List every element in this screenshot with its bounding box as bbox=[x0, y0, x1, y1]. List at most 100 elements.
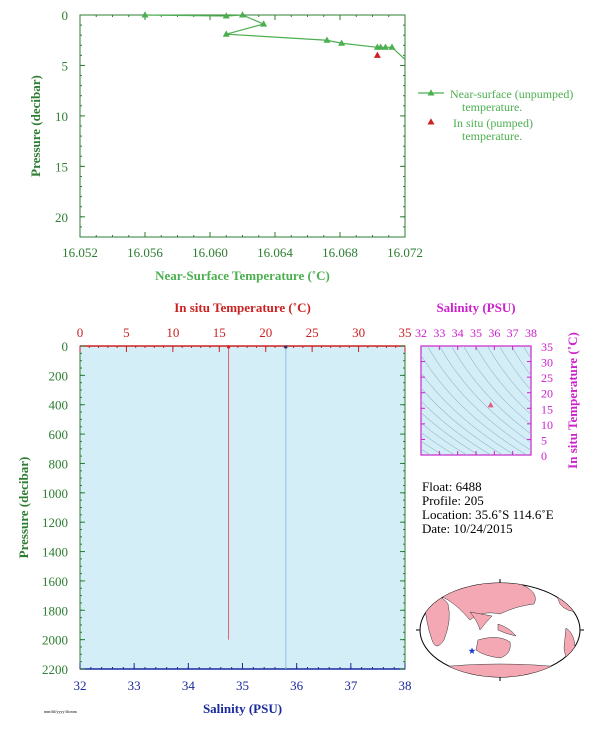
ts-temperature-tick-label: 15 bbox=[541, 402, 553, 416]
salinity-tick-label: 37 bbox=[344, 678, 358, 693]
float-location: Location: 35.6˚S 114.6˚E bbox=[422, 507, 554, 522]
salinity-tick-label: 32 bbox=[74, 678, 87, 693]
ts-temperature-tick-label: 10 bbox=[541, 418, 553, 432]
ts-temperature-tick-label: 5 bbox=[541, 433, 547, 447]
pressure-tick-label: 1600 bbox=[42, 574, 68, 589]
pressure-tick-label: 1000 bbox=[42, 486, 68, 501]
near-surface-temperature-point bbox=[377, 43, 385, 50]
density-contour bbox=[421, 387, 504, 455]
top-y-tick-label: 15 bbox=[55, 159, 68, 174]
pressure-tick-label: 400 bbox=[49, 398, 69, 413]
africa-landmass bbox=[423, 595, 450, 647]
near-surface-temperature-point bbox=[222, 12, 230, 19]
pressure-tick-label: 0 bbox=[62, 339, 69, 354]
ts-salinity-tick-label: 36 bbox=[488, 326, 500, 340]
salinity-tick-label: 35 bbox=[236, 678, 249, 693]
density-contour bbox=[421, 372, 516, 455]
legend-in-situ-label-2: temperature. bbox=[462, 129, 522, 143]
near-surface-temperature-point bbox=[260, 20, 268, 27]
top-y-axis-label: Pressure (decibar) bbox=[28, 75, 43, 177]
density-contour bbox=[451, 346, 531, 435]
density-contour bbox=[421, 400, 492, 455]
ts-salinity-tick-label: 32 bbox=[415, 326, 427, 340]
pressure-tick-label: 2000 bbox=[42, 633, 68, 648]
ts-point bbox=[487, 401, 494, 408]
near-surface-temperature-line bbox=[144, 14, 406, 60]
legend-near-surface-label: Near-surface (unpumped) bbox=[450, 87, 573, 101]
pressure-tick-label: 1800 bbox=[42, 603, 68, 618]
temperature-axis-label: In situ Temperature (˚C) bbox=[174, 300, 311, 315]
pressure-tick-label: 200 bbox=[49, 368, 69, 383]
float-info-panel: Float: 6488 Profile: 205 Location: 35.6˚… bbox=[422, 480, 554, 536]
density-contour bbox=[421, 354, 528, 455]
legend-near-surface-label-2: temperature. bbox=[462, 100, 522, 114]
top-x-tick-label: 16.060 bbox=[192, 245, 228, 260]
float-id: Float: 6488 bbox=[422, 479, 482, 494]
salinity-tick-label: 33 bbox=[128, 678, 141, 693]
top-y-tick-label: 20 bbox=[55, 210, 68, 225]
ts-salinity-tick-label: 33 bbox=[433, 326, 445, 340]
density-contour bbox=[439, 346, 531, 443]
near-surface-temperature-point bbox=[222, 30, 230, 37]
float-location-star bbox=[468, 647, 476, 654]
ts-salinity-tick-label: 38 bbox=[525, 326, 537, 340]
temperature-tick-label: 15 bbox=[213, 325, 226, 340]
temperature-surface-point bbox=[226, 345, 231, 349]
legend-in-situ-marker bbox=[427, 118, 435, 125]
footer-small-text: mm/dd/yyyy hh:mm bbox=[44, 709, 78, 714]
top-x-tick-label: 16.056 bbox=[127, 245, 163, 260]
top-plot-frame bbox=[79, 14, 406, 238]
profile-number: Profile: 205 bbox=[422, 493, 484, 508]
ts-temperature-tick-label: 35 bbox=[541, 340, 553, 354]
temperature-tick-label: 10 bbox=[166, 325, 179, 340]
temperature-tick-label: 25 bbox=[306, 325, 319, 340]
map-land bbox=[423, 583, 580, 677]
temperature-tick-label: 0 bbox=[77, 325, 84, 340]
salinity-tick-label: 38 bbox=[399, 678, 412, 693]
salinity-surface-point bbox=[284, 345, 288, 349]
ts-temperature-axis-label: In situ Temperature (˚C) bbox=[565, 332, 580, 469]
ts-salinity-tick-label: 34 bbox=[452, 326, 464, 340]
top-x-axis-label: Near-Surface Temperature (˚C) bbox=[155, 268, 330, 283]
top-x-tick-label: 16.064 bbox=[257, 245, 293, 260]
ts-temperature-tick-label: 25 bbox=[541, 371, 553, 385]
ts-temperature-tick-label: 0 bbox=[541, 449, 547, 463]
density-contours bbox=[421, 346, 531, 455]
density-contour bbox=[427, 346, 531, 451]
near-surface-temperature-point bbox=[239, 11, 246, 18]
pressure-tick-label: 1200 bbox=[42, 515, 68, 530]
temperature-tick-label: 5 bbox=[123, 325, 130, 340]
near-surface-temperature-point bbox=[323, 36, 331, 43]
ts-salinity-tick-label: 35 bbox=[470, 326, 482, 340]
top-y-tick-label: 0 bbox=[62, 8, 69, 23]
ts-salinity-axis-label: Salinity (PSU) bbox=[436, 300, 515, 315]
density-contour bbox=[463, 346, 531, 426]
salinity-tick-label: 34 bbox=[182, 678, 196, 693]
pressure-tick-label: 2200 bbox=[42, 662, 68, 677]
legend-in-situ-label: In situ (pumped) bbox=[453, 116, 533, 130]
near-surface-temperature-point bbox=[388, 43, 396, 50]
near-surface-temperature-point bbox=[141, 11, 149, 18]
top-y-tick-label: 5 bbox=[62, 58, 69, 73]
ts-temperature-tick-label: 20 bbox=[541, 387, 553, 401]
top-x-tick-label: 16.068 bbox=[322, 245, 358, 260]
pressure-tick-label: 1400 bbox=[42, 545, 68, 560]
temperature-tick-label: 30 bbox=[352, 325, 365, 340]
pressure-tick-label: 800 bbox=[49, 456, 69, 471]
indonesia-landmass bbox=[497, 623, 517, 637]
legend-near-surface-marker bbox=[427, 89, 435, 96]
ts-temperature-tick-label: 30 bbox=[541, 356, 553, 370]
world-map-inset bbox=[416, 579, 584, 681]
ts-salinity-tick-label: 37 bbox=[507, 326, 519, 340]
profile-plot-area bbox=[79, 345, 406, 670]
pressure-axis-label: Pressure (decibar) bbox=[16, 457, 31, 559]
temperature-tick-label: 35 bbox=[399, 325, 412, 340]
salinity-axis-label: Salinity (PSU) bbox=[203, 701, 282, 716]
pressure-tick-label: 600 bbox=[49, 427, 69, 442]
near-surface-temperature-point bbox=[338, 39, 346, 46]
top-x-tick-label: 16.052 bbox=[62, 245, 98, 260]
australia-landmass bbox=[475, 637, 511, 659]
density-contour bbox=[475, 346, 531, 415]
